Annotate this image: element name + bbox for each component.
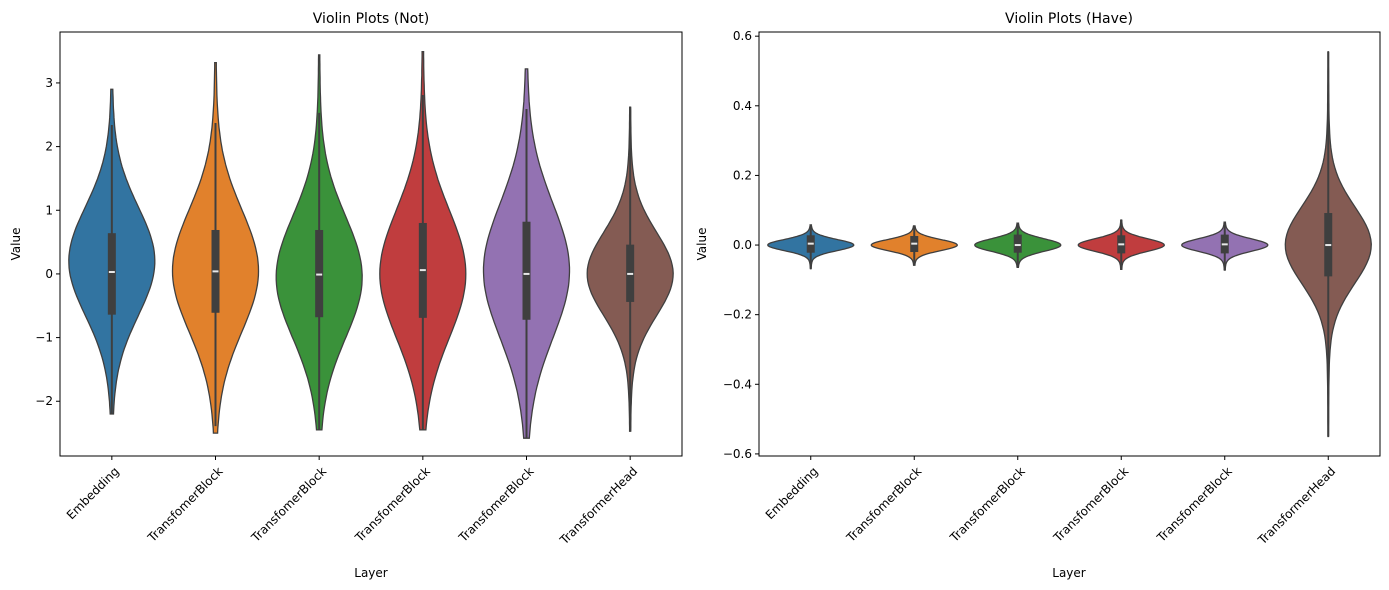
y-axis-label: Value (695, 228, 709, 261)
y-tick-label: 0.2 (733, 168, 752, 182)
violin-iqr-box (107, 233, 116, 315)
y-tick-label: 0 (45, 267, 53, 281)
y-tick-label: −0.2 (723, 308, 752, 322)
y-tick-label: 2 (45, 140, 53, 154)
x-axis-label: Layer (354, 566, 388, 580)
y-tick-label: −0.4 (723, 377, 752, 391)
x-tick-label: TransformerHead (557, 464, 641, 548)
chart-title: Violin Plots (Have) (1005, 11, 1133, 27)
panel-violin-have: Violin Plots (Have) Layer Value Embeddin… (695, 11, 1381, 580)
x-tick-label: TransfomerBlock (1154, 464, 1235, 545)
chart-title: Violin Plots (Not) (313, 11, 429, 27)
x-tick-label: TransfomerBlock (843, 464, 924, 545)
y-tick-label: −0.6 (723, 447, 752, 461)
violin-iqr-box (522, 221, 531, 320)
x-tick-label: TransfomerBlock (947, 464, 1028, 545)
x-tick-label: TransformerHead (1255, 464, 1339, 548)
axes-frame (758, 31, 1381, 457)
x-tick-label: TransfomerBlock (455, 464, 536, 545)
x-tick-label: TransfomerBlock (352, 464, 433, 545)
y-tick-label: 0.6 (733, 29, 752, 43)
x-tick-label: Embedding (64, 464, 122, 522)
x-tick-label: TransfomerBlock (248, 464, 329, 545)
y-tick-label: −1 (35, 331, 53, 345)
x-tick-label: Embedding (763, 464, 821, 522)
axes-frame (59, 31, 683, 457)
y-tick-label: 3 (45, 76, 53, 90)
y-tick-label: 0.4 (733, 99, 752, 113)
y-tick-label: 1 (45, 203, 53, 217)
x-tick-label: TransfomerBlock (1050, 464, 1131, 545)
y-axis-label: Value (9, 228, 23, 261)
x-tick-label: TransfomerBlock (144, 464, 225, 545)
violin-iqr-box (1013, 234, 1022, 253)
y-tick-label: 0.0 (733, 238, 752, 252)
panel-violin-not: Violin Plots (Not) Layer Value Embedding… (9, 11, 683, 580)
y-tick-label: −2 (35, 394, 53, 408)
x-axis-label: Layer (1052, 566, 1086, 580)
